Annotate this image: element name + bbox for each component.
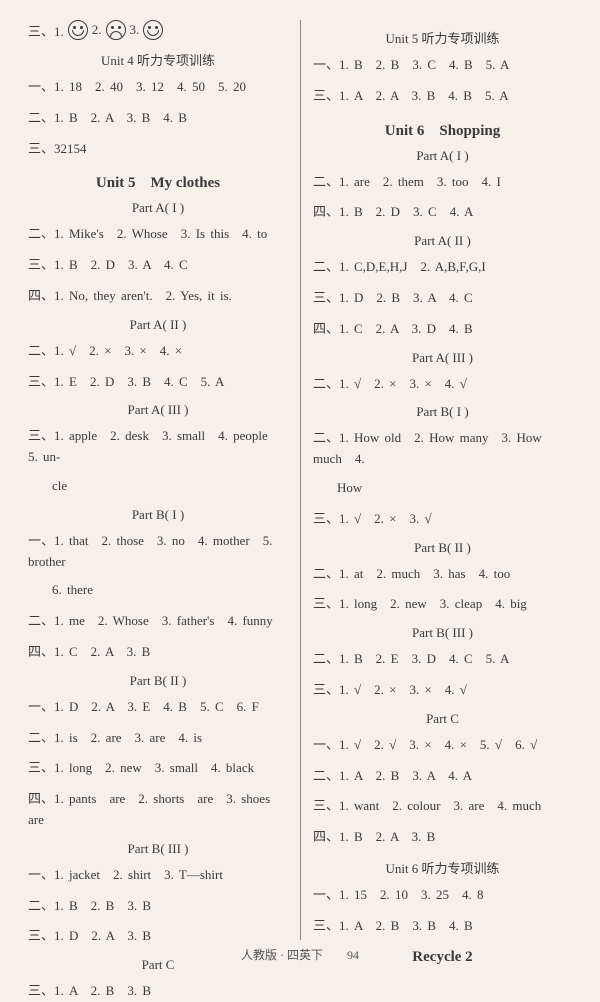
answer-line-cont: How xyxy=(313,478,572,499)
smile-icon xyxy=(68,20,88,40)
part-a1-title: Part A( I ) xyxy=(313,148,572,164)
answer-line: 二、1. B 2. A 3. B 4. B xyxy=(28,108,288,129)
part-b3-title: Part B( III ) xyxy=(28,841,288,857)
unit6-title: Unit 6 Shopping xyxy=(313,119,572,140)
unit6-listening-title: Unit 6 听力专项训练 xyxy=(313,858,572,877)
part-a2-title: Part A( II ) xyxy=(313,233,572,249)
answer-line: 四、1. B 2. A 3. B xyxy=(313,827,572,848)
answer-line: 三、1. √ 2. × 3. × 4. √ xyxy=(313,680,572,701)
answer-line: 二、1. B 2. E 3. D 4. C 5. A xyxy=(313,649,572,670)
page-footer: 人教版 · 四英下 94 xyxy=(0,946,600,963)
answer-line: 三、1. A 2. A 3. B 4. B 5. A xyxy=(313,86,572,107)
part-b1-title: Part B( I ) xyxy=(313,404,572,420)
answer-line: 二、1. are 2. them 3. too 4. I xyxy=(313,172,572,193)
left-column: 三、1. 2. 3. Unit 4 听力专项训练 一、1. 18 2. 40 3… xyxy=(18,20,300,940)
unit5-title: Unit 5 My clothes xyxy=(28,171,288,192)
answer-line: 四、1. pants are 2. shorts are 3. shoes ar… xyxy=(28,789,288,831)
answer-line: 四、1. C 2. A 3. B xyxy=(28,642,288,663)
answer-line: 三、1. B 2. D 3. A 4. C xyxy=(28,255,288,276)
answer-line: 一、1. D 2. A 3. E 4. B 5. C 6. F xyxy=(28,697,288,718)
answer-line: 四、1. C 2. A 3. D 4. B xyxy=(313,319,572,340)
answer-line: 四、1. No, they aren't. 2. Yes, it is. xyxy=(28,286,288,307)
answer-line-cont: cle xyxy=(28,476,288,497)
answer-line: 一、1. √ 2. √ 3. × 4. × 5. √ 6. √ xyxy=(313,735,572,756)
part-b3-title: Part B( III ) xyxy=(313,625,572,641)
part-b2-title: Part B( II ) xyxy=(313,540,572,556)
unit5-listening-title: Unit 5 听力专项训练 xyxy=(313,28,572,47)
sad-icon xyxy=(106,20,126,40)
answer-line: 三、1. long 2. new 3. small 4. black xyxy=(28,758,288,779)
right-column: Unit 5 听力专项训练 一、1. B 2. B 3. C 4. B 5. A… xyxy=(300,20,582,940)
part-a3-title: Part A( III ) xyxy=(313,350,572,366)
answer-line: 二、1. me 2. Whose 3. father's 4. funny xyxy=(28,611,288,632)
answer-line: 三、1. E 2. D 3. B 4. C 5. A xyxy=(28,372,288,393)
answer-line: 一、1. B 2. B 3. C 4. B 5. A xyxy=(313,55,572,76)
part-a2-title: Part A( II ) xyxy=(28,317,288,333)
emoji-prefix: 三、1. xyxy=(28,21,64,40)
emoji-mid2: 3. xyxy=(130,22,140,38)
answer-line: 三、1. A 2. B 3. B 4. B xyxy=(313,916,572,937)
unit4-listening-title: Unit 4 听力专项训练 xyxy=(28,50,288,69)
answer-line: 三、1. apple 2. desk 3. small 4. people 5.… xyxy=(28,426,288,468)
emoji-answer-row: 三、1. 2. 3. xyxy=(28,20,288,40)
answer-line: 二、1. C,D,E,H,J 2. A,B,F,G,I xyxy=(313,257,572,278)
answer-line: 三、1. long 2. new 3. cleap 4. big xyxy=(313,594,572,615)
answer-line: 三、32154 xyxy=(28,139,288,160)
part-b2-title: Part B( II ) xyxy=(28,673,288,689)
answer-line: 一、1. 15 2. 10 3. 25 4. 8 xyxy=(313,885,572,906)
part-a3-title: Part A( III ) xyxy=(28,402,288,418)
page-container: 三、1. 2. 3. Unit 4 听力专项训练 一、1. 18 2. 40 3… xyxy=(0,0,600,940)
answer-line: 一、1. that 2. those 3. no 4. mother 5. br… xyxy=(28,531,288,573)
answer-line: 一、1. jacket 2. shirt 3. T—shirt xyxy=(28,865,288,886)
part-c-title: Part C xyxy=(313,711,572,727)
answer-line-cont: 6. there xyxy=(28,580,288,601)
answer-line: 二、1. Mike's 2. Whose 3. Is this 4. to xyxy=(28,224,288,245)
answer-line: 二、1. How old 2. How many 3. How much 4. xyxy=(313,428,572,470)
answer-line: 二、1. √ 2. × 3. × 4. × xyxy=(28,341,288,362)
smile-icon xyxy=(143,20,163,40)
answer-line: 三、1. want 2. colour 3. are 4. much xyxy=(313,796,572,817)
answer-line: 二、1. is 2. are 3. are 4. is xyxy=(28,728,288,749)
emoji-mid1: 2. xyxy=(92,22,102,38)
answer-line: 二、1. A 2. B 3. A 4. A xyxy=(313,766,572,787)
answer-line: 三、1. A 2. B 3. B xyxy=(28,981,288,1002)
answer-line: 二、1. B 2. B 3. B xyxy=(28,896,288,917)
answer-line: 三、1. D 2. A 3. B xyxy=(28,926,288,947)
answer-line: 三、1. D 2. B 3. A 4. C xyxy=(313,288,572,309)
part-b1-title: Part B( I ) xyxy=(28,507,288,523)
answer-line: 二、1. √ 2. × 3. × 4. √ xyxy=(313,374,572,395)
answer-line: 二、1. at 2. much 3. has 4. too xyxy=(313,564,572,585)
answer-line: 三、1. √ 2. × 3. √ xyxy=(313,509,572,530)
answer-line: 四、1. B 2. D 3. C 4. A xyxy=(313,202,572,223)
part-a1-title: Part A( I ) xyxy=(28,200,288,216)
answer-line: 一、1. 18 2. 40 3. 12 4. 50 5. 20 xyxy=(28,77,288,98)
